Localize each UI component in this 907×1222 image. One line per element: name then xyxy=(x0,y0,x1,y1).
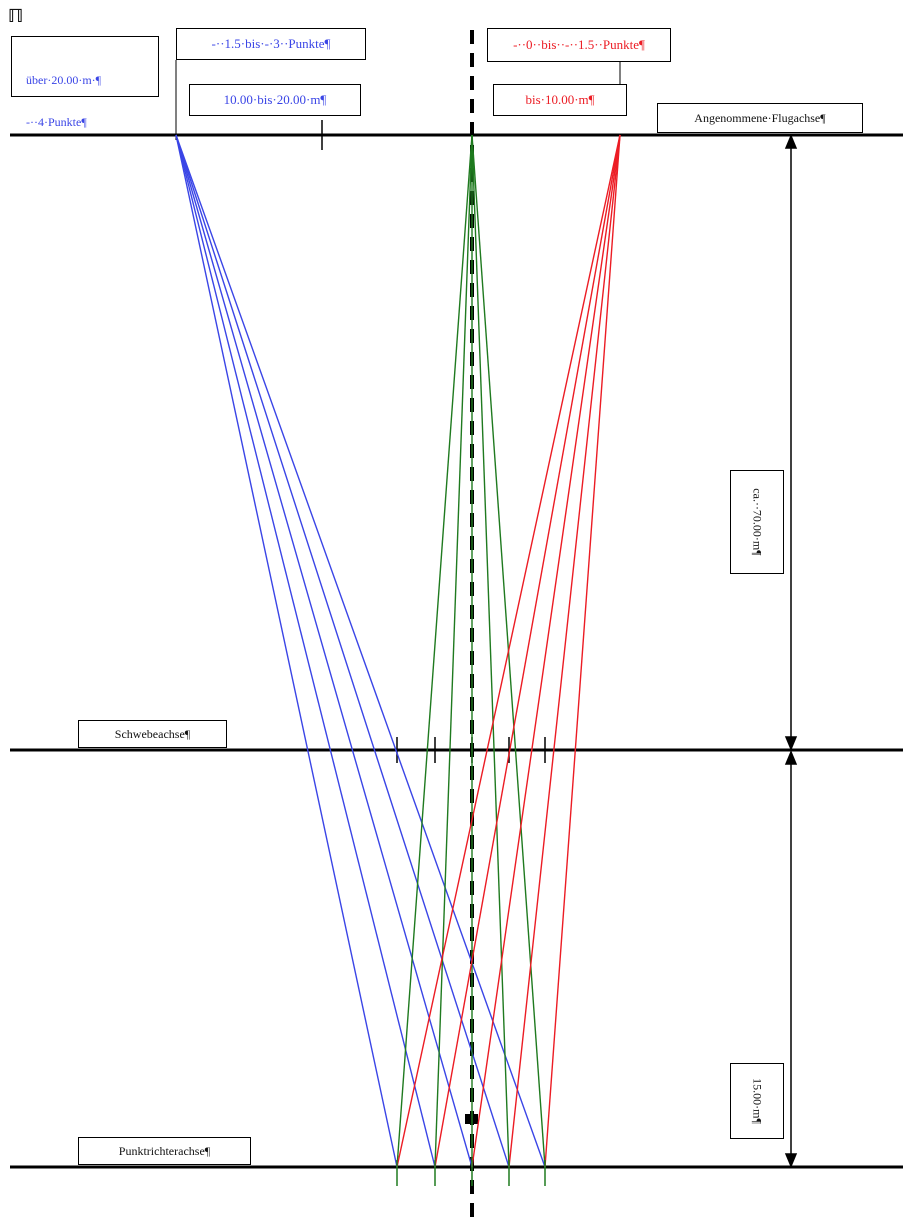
label-over-20m-line2: -··4·Punkte¶ xyxy=(26,115,87,129)
red-ray-3 xyxy=(471,134,621,1168)
blue-ray-fan xyxy=(175,134,546,1168)
label-over-20m-line1: über·20.00·m·¶ xyxy=(26,73,102,87)
dimension-label-70m: ca.··70.00·m¶ xyxy=(730,470,784,574)
label-flight-axis: Angenommene·Flugachse¶ xyxy=(657,103,863,133)
label-range-10-to-20: 10.00·bis·20.00·m¶ xyxy=(189,84,361,116)
blue-ray-5 xyxy=(175,134,546,1168)
blue-ray-3 xyxy=(175,134,473,1168)
red-ray-2 xyxy=(434,134,621,1168)
label-points-1-5-to-3: -··1.5·bis·-·3··Punkte¶ xyxy=(176,28,366,60)
funnel-axis-ticks xyxy=(396,1160,546,1186)
label-over-20m: über·20.00·m·¶ -··4·Punkte¶ xyxy=(11,36,159,129)
red-ray-1 xyxy=(396,134,621,1168)
dimension-label-15m-text: 15.00·m¶ xyxy=(750,1078,765,1124)
label-points-0-to-1-5: -··0··bis··-··1.5··Punkte¶ xyxy=(487,28,671,62)
green-ray-4 xyxy=(471,134,510,1168)
dimension-arrow-70 xyxy=(784,134,798,751)
red-ray-fan xyxy=(396,134,621,1168)
green-ray-2 xyxy=(434,134,473,1168)
corner-mark: ℿ xyxy=(8,6,24,27)
label-range-to-10: bis·10.00·m¶ xyxy=(493,84,627,116)
blue-ray-1 xyxy=(175,134,398,1168)
blue-ray-4 xyxy=(175,134,510,1168)
label-point-funnel-axis: Punktrichterachse¶ xyxy=(78,1137,251,1165)
dimension-label-15m: 15.00·m¶ xyxy=(730,1063,784,1139)
red-ray-5 xyxy=(544,134,621,1168)
red-ray-4 xyxy=(508,134,621,1168)
green-ray-fan xyxy=(396,134,546,1168)
green-ray-1 xyxy=(396,134,473,1168)
label-hover-axis: Schwebeachse¶ xyxy=(78,720,227,748)
blue-ray-2 xyxy=(175,134,436,1168)
dimension-arrow-15 xyxy=(784,750,798,1168)
dimension-label-70m-text: ca.··70.00·m¶ xyxy=(750,488,765,556)
